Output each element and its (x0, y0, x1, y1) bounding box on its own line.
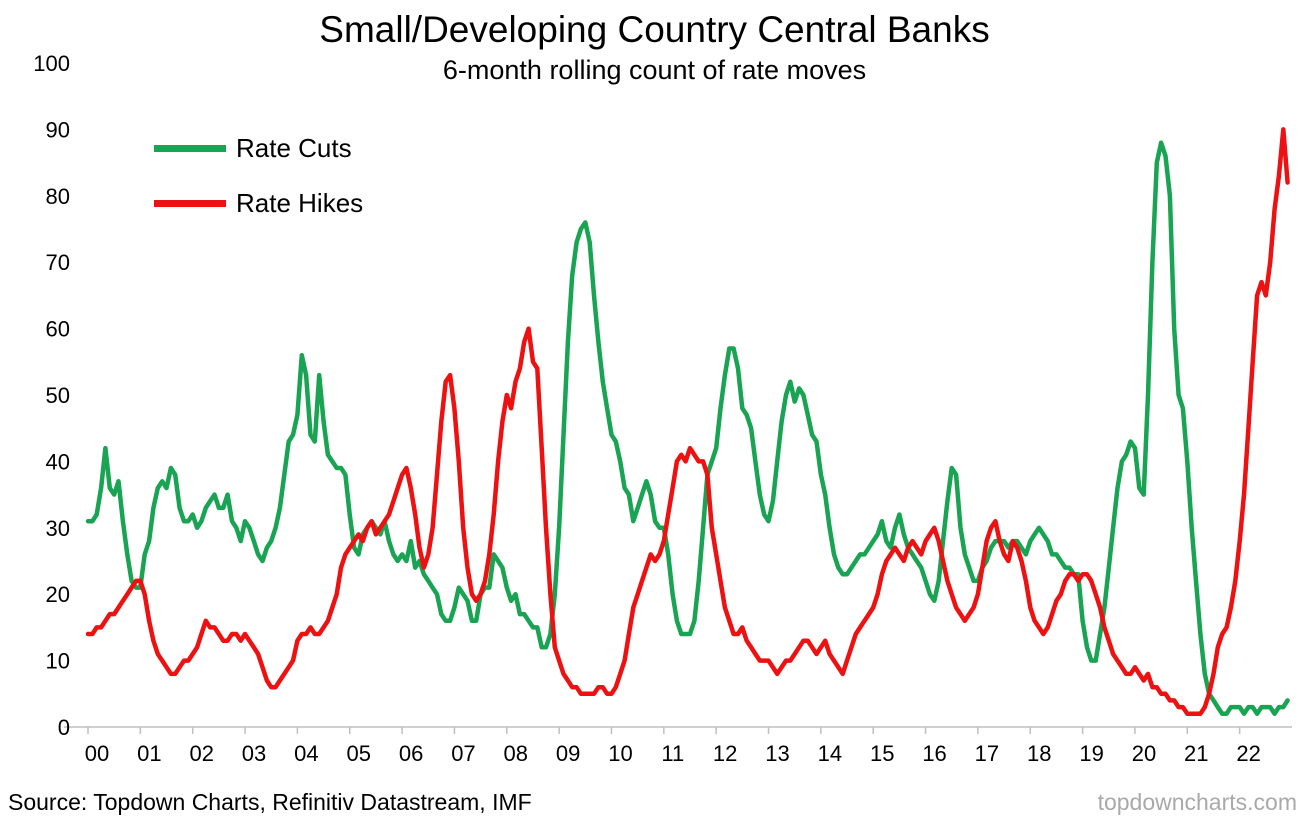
x-tick-label: 09 (556, 741, 580, 766)
x-tick-label: 01 (137, 741, 161, 766)
x-tick-label: 11 (661, 741, 684, 766)
series-line-rate-cuts (85, 140, 1290, 716)
x-tick-label: 17 (975, 741, 999, 766)
x-tick-label: 13 (765, 741, 789, 766)
x-tick-label: 04 (294, 741, 318, 766)
x-tick-label: 19 (1079, 741, 1103, 766)
x-tick-label: 10 (608, 741, 632, 766)
y-tick-label: 20 (46, 582, 70, 607)
source-text: Source: Topdown Charts, Refinitiv Datast… (8, 789, 532, 815)
legend-label-rate-hikes: Rate Hikes (236, 188, 364, 218)
x-tick-label: 20 (1132, 741, 1156, 766)
y-tick-label: 70 (46, 250, 70, 275)
series-line-rate-hikes (85, 127, 1290, 716)
x-tick-label: 16 (922, 741, 946, 766)
x-tick-label: 00 (85, 741, 109, 766)
x-tick-label: 12 (713, 741, 737, 766)
x-tick-label: 03 (242, 741, 266, 766)
y-tick-label: 60 (46, 317, 70, 342)
y-tick-label: 30 (46, 516, 70, 541)
y-tick-label: 50 (46, 383, 70, 408)
x-tick-label: 02 (189, 741, 213, 766)
x-tick-label: 22 (1236, 741, 1260, 766)
legend: Rate Cuts Rate Hikes (154, 133, 363, 243)
x-tick-label: 06 (399, 741, 423, 766)
x-tick-label: 18 (1027, 741, 1051, 766)
x-tick-label: 14 (818, 741, 842, 766)
x-tick-label: 08 (504, 741, 528, 766)
y-tick-label: 10 (46, 649, 70, 674)
x-tick-label: 15 (870, 741, 894, 766)
rate-hikes-line-swatch (154, 200, 226, 207)
x-tick-label: 21 (1184, 741, 1208, 766)
legend-item-rate-hikes: Rate Hikes (154, 188, 363, 219)
x-tick-label: 05 (346, 741, 370, 766)
y-tick-label: 80 (46, 184, 70, 209)
watermark-text: topdowncharts.com (1097, 789, 1297, 815)
y-tick-label: 90 (46, 117, 70, 142)
x-tick-label: 07 (451, 741, 475, 766)
y-tick-label: 100 (33, 51, 70, 76)
y-tick-label: 40 (46, 449, 70, 474)
legend-label-rate-cuts: Rate Cuts (236, 133, 352, 163)
y-tick-label: 0 (58, 715, 70, 740)
legend-item-rate-cuts: Rate Cuts (154, 133, 363, 164)
rate-cuts-line-swatch (154, 145, 226, 152)
